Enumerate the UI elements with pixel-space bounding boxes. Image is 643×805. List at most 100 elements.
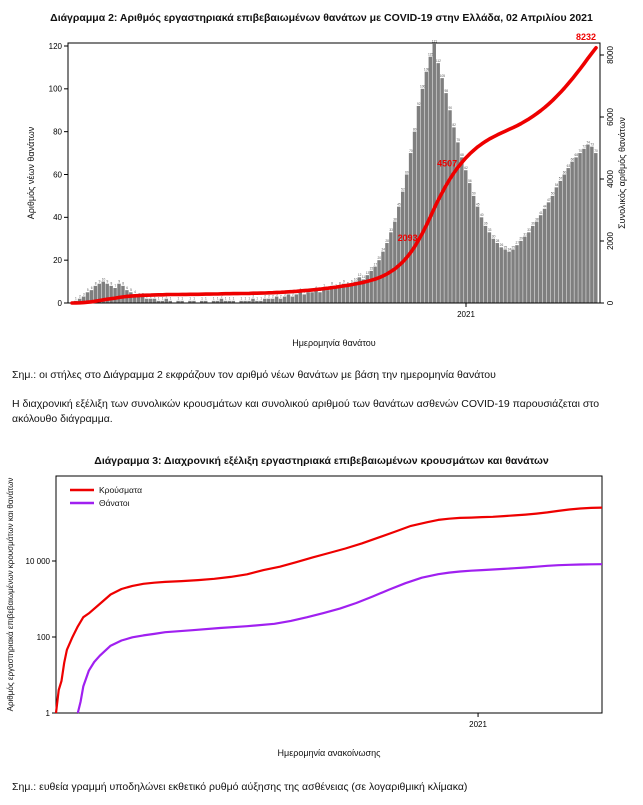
diagram3-ylabel: Αριθμός εργαστηριακά επιβεβαιωμένων κρου… [6, 478, 15, 712]
svg-text:6: 6 [91, 286, 93, 290]
svg-text:33: 33 [488, 228, 492, 232]
svg-text:1: 1 [181, 297, 183, 301]
legend: Κρούσματα Θάνατοι [70, 485, 142, 508]
svg-text:2000: 2000 [606, 232, 615, 250]
svg-text:90: 90 [448, 106, 452, 110]
svg-text:47: 47 [547, 198, 551, 202]
svg-text:8232: 8232 [576, 32, 596, 42]
svg-text:2021: 2021 [457, 310, 475, 319]
svg-text:68: 68 [460, 153, 464, 157]
svg-text:1: 1 [158, 297, 160, 301]
svg-text:27: 27 [515, 241, 519, 245]
svg-text:1: 1 [201, 297, 203, 301]
svg-text:50: 50 [472, 192, 476, 196]
svg-text:1: 1 [213, 297, 215, 301]
svg-text:1: 1 [233, 297, 235, 301]
right-axis-ticks: 0 2000 4000 6000 8000 [600, 46, 615, 305]
series-line-cases [54, 506, 603, 714]
svg-text:11: 11 [362, 275, 366, 279]
svg-text:98: 98 [445, 89, 449, 93]
svg-text:2093: 2093 [398, 233, 418, 243]
svg-text:52: 52 [401, 187, 405, 191]
svg-text:10: 10 [354, 277, 358, 281]
svg-text:2021: 2021 [469, 720, 487, 729]
plot-box [55, 475, 603, 714]
svg-text:6: 6 [126, 286, 128, 290]
legend-label: Κρούσματα [99, 485, 142, 495]
svg-text:100: 100 [420, 85, 426, 89]
svg-text:33: 33 [527, 228, 531, 232]
svg-text:10: 10 [102, 277, 106, 281]
svg-text:70: 70 [594, 149, 598, 153]
svg-text:3: 3 [83, 292, 85, 296]
svg-text:26: 26 [500, 243, 504, 247]
note-diagram2: Σημ.: οι στήλες στο Διάγραμμα 2 εκφράζου… [12, 369, 496, 381]
svg-text:1: 1 [229, 297, 231, 301]
svg-text:8: 8 [331, 282, 333, 286]
svg-text:10 000: 10 000 [26, 557, 51, 566]
svg-text:8000: 8000 [606, 46, 615, 64]
svg-text:100: 100 [49, 85, 63, 94]
svg-text:6000: 6000 [606, 108, 615, 126]
daily-deaths-bars [73, 43, 598, 304]
svg-text:12: 12 [358, 273, 362, 277]
svg-text:1: 1 [189, 297, 191, 301]
svg-text:5: 5 [130, 288, 132, 292]
svg-text:4507: 4507 [437, 158, 457, 168]
svg-text:29: 29 [519, 237, 523, 241]
svg-text:70: 70 [409, 149, 413, 153]
svg-text:1: 1 [244, 297, 246, 301]
svg-text:36: 36 [531, 222, 535, 226]
svg-text:74: 74 [586, 140, 590, 144]
svg-text:1: 1 [75, 297, 77, 301]
intro-paragraph: Η διαχρονική εξέλιξη των συνολικών κρουσ… [12, 398, 600, 426]
svg-text:2: 2 [280, 295, 282, 299]
diagram2-title: Διάγραμμα 2: Αριθμός εργαστηριακά επιβεβ… [50, 12, 593, 24]
svg-text:38: 38 [535, 217, 539, 221]
svg-text:20: 20 [378, 256, 382, 260]
svg-text:25: 25 [504, 245, 508, 249]
svg-text:1: 1 [193, 297, 195, 301]
svg-text:5: 5 [87, 288, 89, 292]
svg-text:75: 75 [456, 138, 460, 142]
svg-text:2: 2 [264, 295, 266, 299]
svg-text:2: 2 [166, 295, 168, 299]
series-line-deaths [76, 563, 603, 714]
svg-text:115: 115 [428, 53, 433, 57]
svg-text:1: 1 [177, 297, 179, 301]
svg-text:70: 70 [578, 149, 582, 153]
svg-text:8: 8 [122, 282, 124, 286]
svg-text:1: 1 [205, 297, 207, 301]
svg-text:1: 1 [225, 297, 227, 301]
svg-text:112: 112 [436, 59, 441, 63]
svg-text:72: 72 [582, 145, 586, 149]
diagram3-title: Διάγραμμα 3: Διαχρονική εξέλιξη εργαστηρ… [94, 455, 549, 467]
x-axis-tick: 2021 [469, 713, 488, 729]
svg-text:2: 2 [79, 295, 81, 299]
svg-text:1: 1 [241, 297, 243, 301]
svg-text:1: 1 [260, 297, 262, 301]
note-diagram3: Σημ.: ευθεία γραμμή υποδηλώνει εκθετικό … [12, 781, 468, 793]
svg-text:56: 56 [468, 179, 472, 183]
svg-text:8: 8 [339, 282, 341, 286]
left-axis-ticks: 0 20 40 60 80 100 120 [49, 42, 68, 308]
svg-text:7: 7 [114, 284, 116, 288]
svg-text:28: 28 [385, 239, 389, 243]
svg-text:68: 68 [575, 153, 579, 157]
svg-text:25: 25 [512, 245, 516, 249]
svg-text:80: 80 [413, 127, 417, 131]
svg-text:60: 60 [563, 170, 567, 174]
svg-text:2: 2 [268, 295, 270, 299]
cumulative-deaths-line [70, 45, 598, 305]
svg-text:4: 4 [134, 290, 136, 294]
diagram2-xlabel: Ημερομηνία θανάτου [292, 338, 376, 348]
svg-text:44: 44 [543, 205, 547, 209]
svg-text:30: 30 [492, 235, 496, 239]
svg-text:33: 33 [389, 228, 393, 232]
svg-text:50: 50 [551, 192, 555, 196]
legend-label: Θάνατοι [99, 498, 130, 508]
svg-text:80: 80 [53, 127, 62, 136]
svg-text:17: 17 [374, 262, 378, 266]
svg-text:7: 7 [323, 284, 325, 288]
